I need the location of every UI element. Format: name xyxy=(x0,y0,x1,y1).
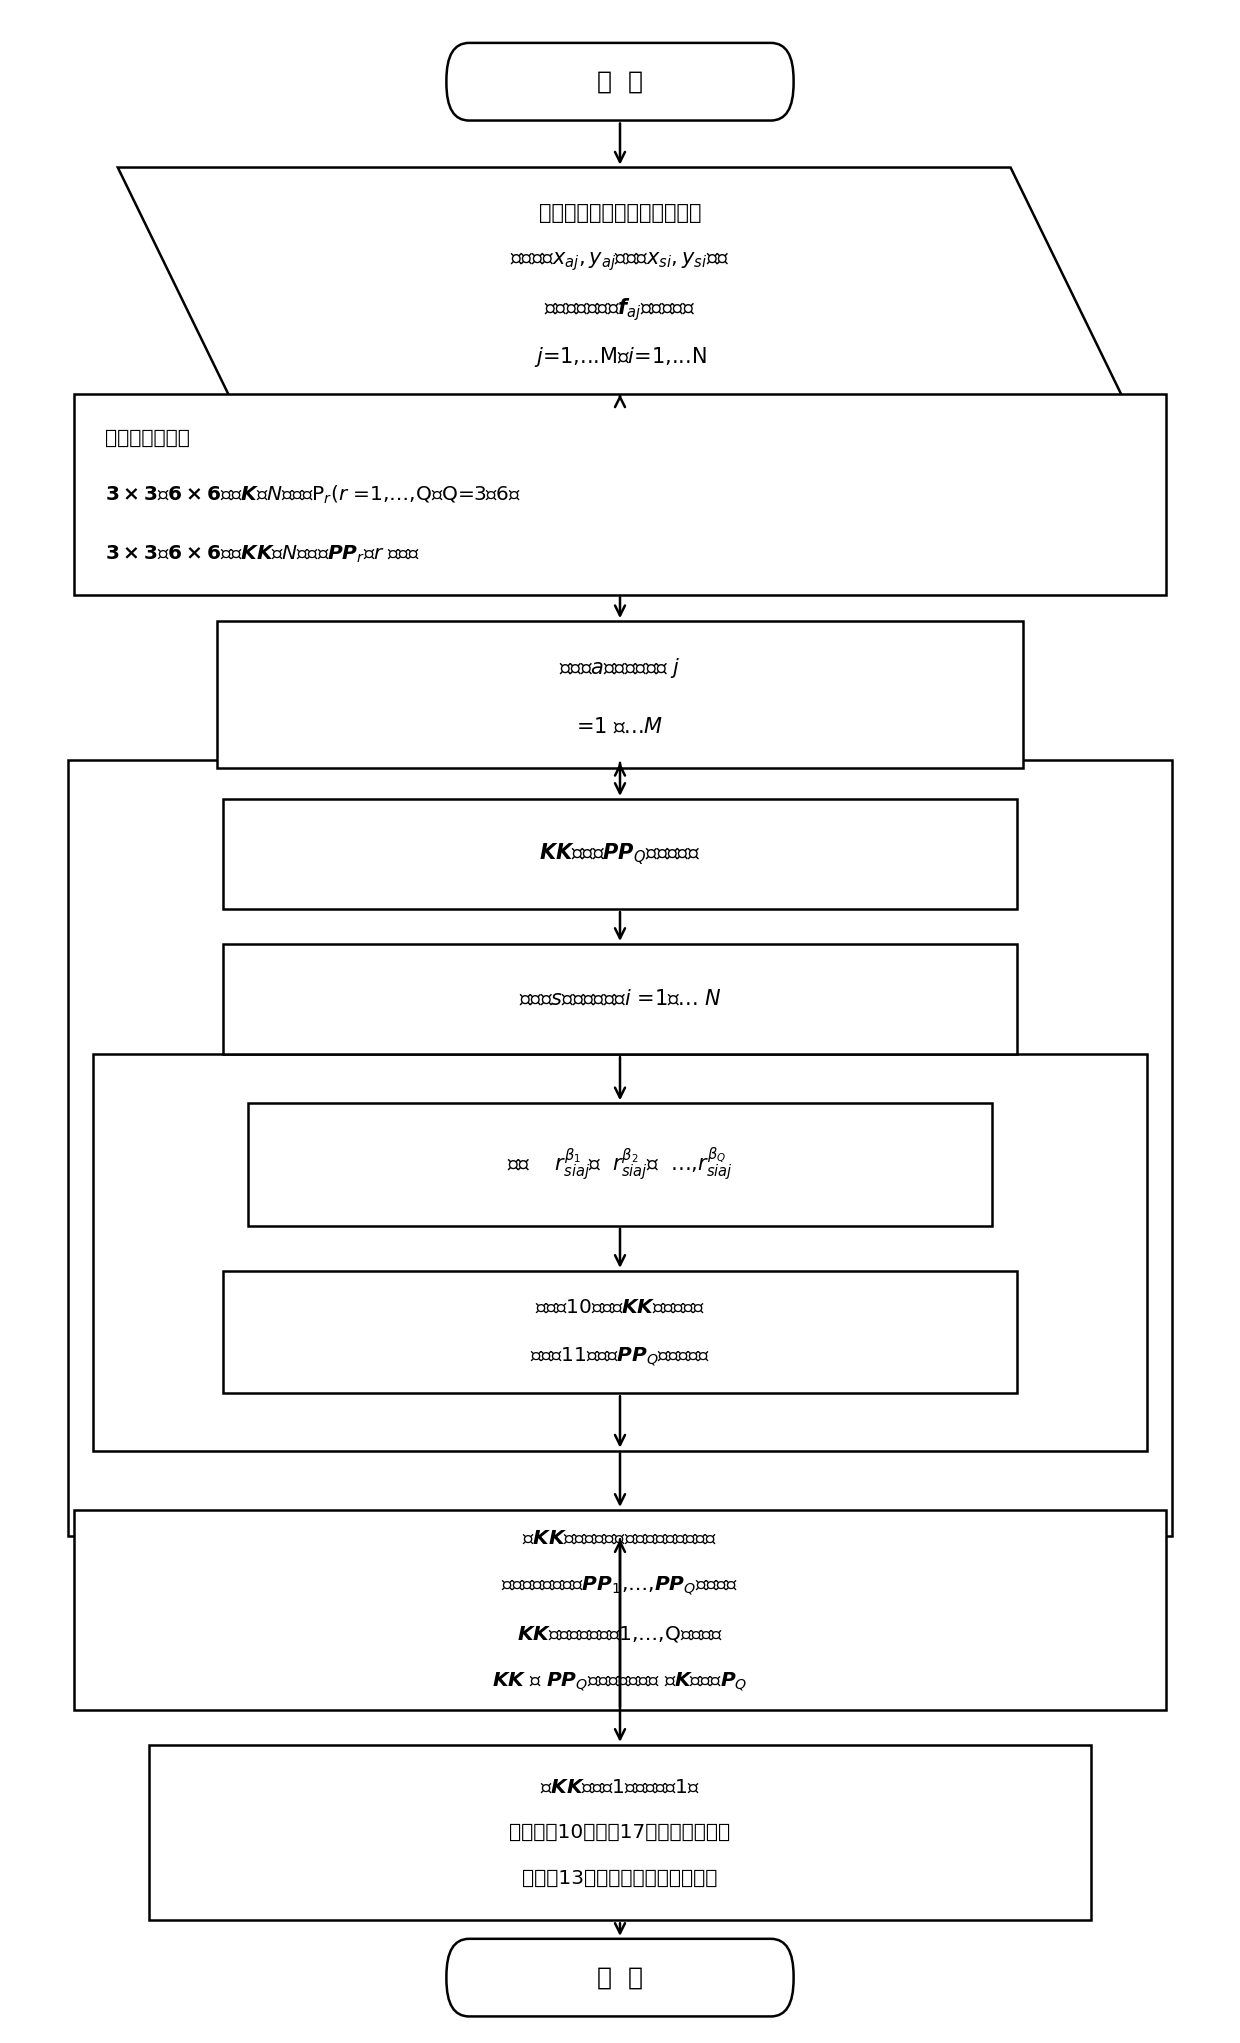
Text: 按模型$s$的节点集循环$i$ =1，... $N$: 按模型$s$的节点集循环$i$ =1，... $N$ xyxy=(518,989,722,1009)
FancyBboxPatch shape xyxy=(446,43,794,121)
Text: 点坐标（$x_{aj},y_{aj}$）及（$x_{si},y_{si}$），: 点坐标（$x_{aj},y_{aj}$）及（$x_{si},y_{si}$）， xyxy=(511,249,729,274)
FancyBboxPatch shape xyxy=(446,1939,794,2016)
Text: 开  始: 开 始 xyxy=(596,69,644,94)
Bar xyxy=(248,1103,992,1226)
Text: =1 ，...$M$: =1 ，...$M$ xyxy=(577,717,663,738)
Bar xyxy=(149,1745,1091,1920)
Text: 按模型$a$的节点集循环 $j$: 按模型$a$的节点集循环 $j$ xyxy=(559,656,681,680)
Bar xyxy=(223,799,1017,909)
Text: 解算式（10）或（17）的线性方程组: 解算式（10）或（17）的线性方程组 xyxy=(510,1822,730,1843)
Bar xyxy=(74,394,1166,595)
Bar xyxy=(68,760,1172,1536)
Text: 计算    $r^{\beta_1}_{siaj}$，  $r^{\beta_2}_{siaj}$，  …,$r^{\beta_Q}_{siaj}$: 计算 $r^{\beta_1}_{siaj}$， $r^{\beta_2}_{s… xyxy=(507,1146,733,1183)
Polygon shape xyxy=(118,168,1122,396)
Text: 将$\boldsymbol{KK}$矩阵的每一列对应除以该列的第一: 将$\boldsymbol{KK}$矩阵的每一列对应除以该列的第一 xyxy=(522,1528,718,1547)
Text: 按式（10）累计$\boldsymbol{KK}$矩阵元素；: 按式（10）累计$\boldsymbol{KK}$矩阵元素； xyxy=(534,1297,706,1318)
Text: 将$\boldsymbol{KK}$矩阵第1行元素置为1；: 将$\boldsymbol{KK}$矩阵第1行元素置为1； xyxy=(539,1777,701,1796)
Text: $\mathbf{3\times3}$或$\mathbf{6\times6}$矩阵$\boldsymbol{KK}$；$N$维向量$\boldsymbol{PP: $\mathbf{3\times3}$或$\mathbf{6\times6}$矩… xyxy=(105,543,420,566)
Bar xyxy=(74,1510,1166,1710)
Bar xyxy=(223,944,1017,1054)
Text: 输入载荷转换的两模型界面节: 输入载荷转换的两模型界面节 xyxy=(538,204,702,223)
Bar xyxy=(217,621,1023,768)
Text: 结  束: 结 束 xyxy=(596,1965,644,1990)
Text: 行元素；将列向量$\boldsymbol{PP}_1$,…,$\boldsymbol{PP}_Q$分别除以: 行元素；将列向量$\boldsymbol{PP}_1$,…,$\boldsymb… xyxy=(501,1575,739,1598)
Text: 开辟工作数组：: 开辟工作数组： xyxy=(105,429,190,447)
Text: 按式（13）计算分配后的节点载荷: 按式（13）计算分配后的节点载荷 xyxy=(522,1869,718,1888)
Text: $j$=1,...M，$i$=1,...N: $j$=1,...M，$i$=1,...N xyxy=(533,345,707,370)
Text: 和需转换的载荷$\boldsymbol{f}_{aj}$向量数据；: 和需转换的载荷$\boldsymbol{f}_{aj}$向量数据； xyxy=(544,296,696,323)
Text: $\boldsymbol{KK}$矩阵第一行的第1,…,Q列元素；: $\boldsymbol{KK}$矩阵第一行的第1,…,Q列元素； xyxy=(517,1624,723,1645)
Bar xyxy=(93,1054,1147,1451)
Text: $\boldsymbol{KK}$ 及 $\boldsymbol{PP}_Q$按相应位置累计 至$\boldsymbol{K}$矩阵及$\boldsymbol{: $\boldsymbol{KK}$ 及 $\boldsymbol{PP}_Q$按… xyxy=(492,1671,748,1694)
Text: $\mathbf{3\times3}$或$\mathbf{6\times6}$矩阵$\boldsymbol{K}$；$N$维向量$\mathrm{P}_r$($: $\mathbf{3\times3}$或$\mathbf{6\times6}$矩… xyxy=(105,484,522,505)
Text: 按式（11）记录$\boldsymbol{PP}_Q$的元素数据: 按式（11）记录$\boldsymbol{PP}_Q$的元素数据 xyxy=(529,1346,711,1367)
Bar xyxy=(223,1271,1017,1393)
Text: $\boldsymbol{KK}$矩阵及$\boldsymbol{PP}_Q$各数组清零: $\boldsymbol{KK}$矩阵及$\boldsymbol{PP}_Q$各… xyxy=(539,842,701,866)
